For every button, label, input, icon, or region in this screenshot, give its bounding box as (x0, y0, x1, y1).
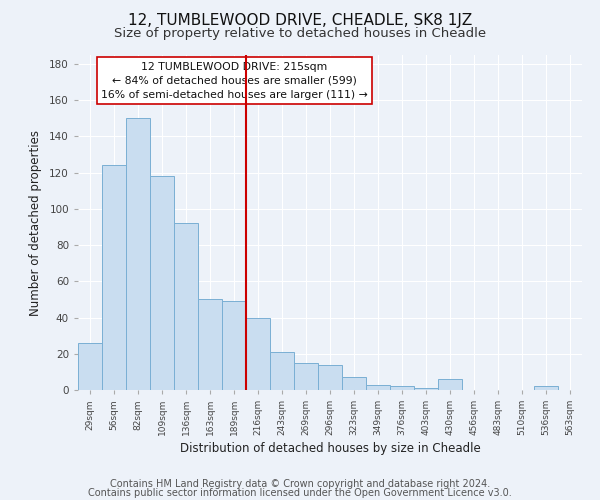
Bar (126, 118, 150, 390)
Text: Contains public sector information licensed under the Open Government Licence v3: Contains public sector information licen… (88, 488, 512, 498)
Bar (78, 343, 102, 390)
Bar (102, 166, 126, 390)
Bar (438, 379, 462, 390)
X-axis label: Distribution of detached houses by size in Cheadle: Distribution of detached houses by size … (179, 442, 481, 456)
Text: Size of property relative to detached houses in Cheadle: Size of property relative to detached ho… (114, 28, 486, 40)
Bar (390, 386, 414, 390)
Bar (366, 384, 390, 390)
Bar (174, 224, 198, 390)
Bar (294, 363, 318, 390)
Bar (198, 300, 222, 390)
Text: Contains HM Land Registry data © Crown copyright and database right 2024.: Contains HM Land Registry data © Crown c… (110, 479, 490, 489)
Y-axis label: Number of detached properties: Number of detached properties (29, 130, 42, 316)
Bar (270, 352, 294, 390)
Bar (342, 378, 366, 390)
Bar (150, 176, 174, 390)
Bar (246, 318, 270, 390)
Text: 12, TUMBLEWOOD DRIVE, CHEADLE, SK8 1JZ: 12, TUMBLEWOOD DRIVE, CHEADLE, SK8 1JZ (128, 12, 472, 28)
Bar (534, 386, 558, 390)
Text: 12 TUMBLEWOOD DRIVE: 215sqm
← 84% of detached houses are smaller (599)
16% of se: 12 TUMBLEWOOD DRIVE: 215sqm ← 84% of det… (101, 62, 368, 100)
Bar (222, 302, 246, 390)
Bar (318, 364, 342, 390)
Bar (414, 388, 438, 390)
